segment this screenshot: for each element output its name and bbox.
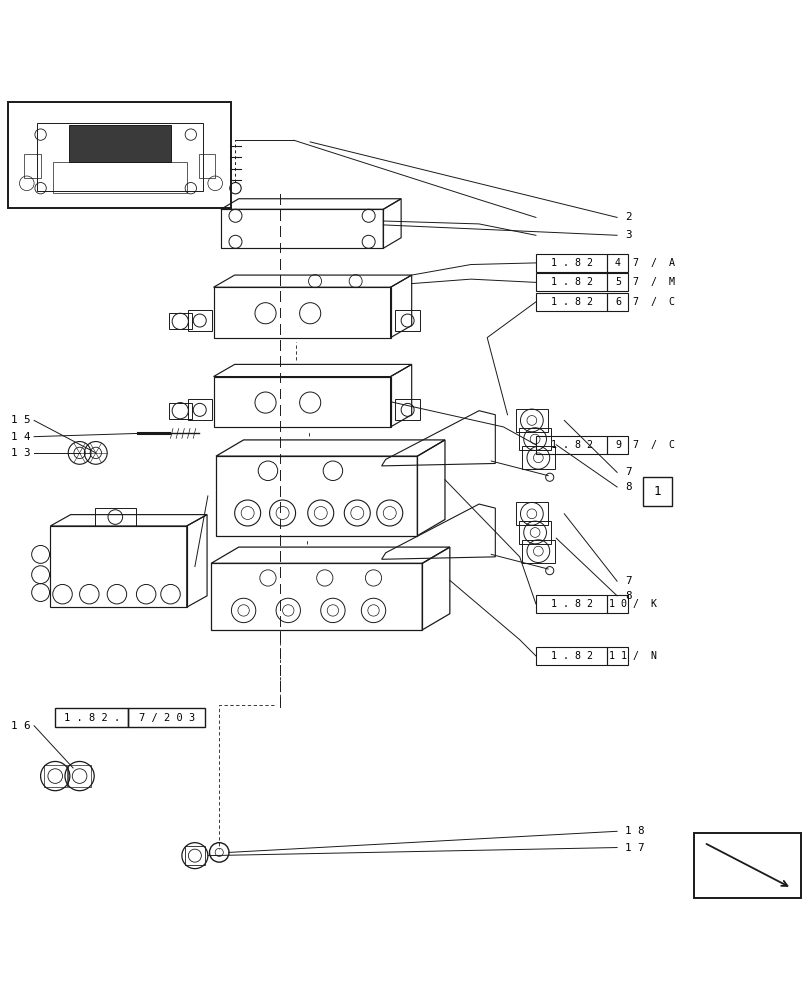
Bar: [518, 428, 551, 450]
Text: 8: 8: [624, 482, 631, 492]
Text: 7  /  C: 7 / C: [633, 440, 675, 450]
Text: 1 . 8 2: 1 . 8 2: [550, 440, 592, 450]
Text: 7  /  M: 7 / M: [633, 277, 675, 287]
Bar: [607, 293, 628, 311]
Bar: [607, 273, 628, 291]
Text: /  N: / N: [633, 651, 657, 661]
Bar: [515, 409, 547, 432]
Text: 2: 2: [624, 212, 631, 222]
Bar: [535, 273, 607, 291]
Bar: [515, 502, 547, 525]
Bar: [607, 595, 628, 613]
Bar: [521, 446, 554, 469]
Text: 7: 7: [624, 576, 631, 586]
Bar: [535, 293, 607, 311]
Bar: [693, 833, 800, 898]
Text: 7: 7: [624, 467, 631, 477]
Text: 9: 9: [614, 440, 620, 450]
Text: /  K: / K: [633, 599, 657, 609]
Text: 7  /  A: 7 / A: [633, 258, 675, 268]
Text: 7  /  C: 7 / C: [633, 297, 675, 307]
Bar: [24, 154, 41, 178]
Bar: [607, 254, 628, 272]
Text: 1 . 8 2: 1 . 8 2: [550, 258, 592, 268]
Bar: [535, 254, 607, 272]
Text: 1 7: 1 7: [624, 843, 644, 853]
Text: 1 . 8 2: 1 . 8 2: [550, 297, 592, 307]
Text: 7 / 2 0 3: 7 / 2 0 3: [139, 713, 195, 723]
Bar: [187, 310, 212, 331]
Bar: [69, 125, 170, 162]
Bar: [521, 540, 554, 563]
Bar: [169, 403, 191, 419]
Text: 1: 1: [653, 485, 661, 498]
Text: 8: 8: [624, 591, 631, 601]
Bar: [55, 708, 128, 727]
Text: 1 6: 1 6: [11, 721, 31, 731]
Bar: [642, 477, 672, 506]
Text: 1 1: 1 1: [608, 651, 626, 661]
Text: 1 5: 1 5: [11, 415, 31, 425]
Bar: [8, 102, 231, 208]
Text: 4: 4: [614, 258, 620, 268]
Text: 1 . 8 2 .: 1 . 8 2 .: [63, 713, 120, 723]
Bar: [535, 647, 607, 665]
Bar: [518, 521, 551, 544]
Bar: [185, 846, 204, 865]
Text: 1 . 8 2: 1 . 8 2: [550, 277, 592, 287]
Bar: [199, 154, 215, 178]
Text: 1 3: 1 3: [11, 448, 31, 458]
Bar: [169, 313, 191, 329]
Bar: [395, 310, 419, 331]
Text: 1 0: 1 0: [608, 599, 626, 609]
Text: 1 . 8 2: 1 . 8 2: [550, 651, 592, 661]
Bar: [36, 123, 203, 191]
Text: 3: 3: [624, 230, 631, 240]
Text: 6: 6: [614, 297, 620, 307]
Bar: [395, 399, 419, 420]
Bar: [187, 399, 212, 420]
Bar: [535, 436, 607, 454]
Text: 1 8: 1 8: [624, 826, 644, 836]
Bar: [44, 765, 67, 787]
Bar: [95, 508, 135, 526]
Text: 1 4: 1 4: [11, 432, 31, 442]
Bar: [535, 595, 607, 613]
Text: 1 . 8 2: 1 . 8 2: [550, 599, 592, 609]
Bar: [68, 765, 91, 787]
Bar: [607, 647, 628, 665]
Bar: [53, 162, 187, 193]
Text: 5: 5: [614, 277, 620, 287]
Bar: [607, 436, 628, 454]
Bar: [128, 708, 205, 727]
